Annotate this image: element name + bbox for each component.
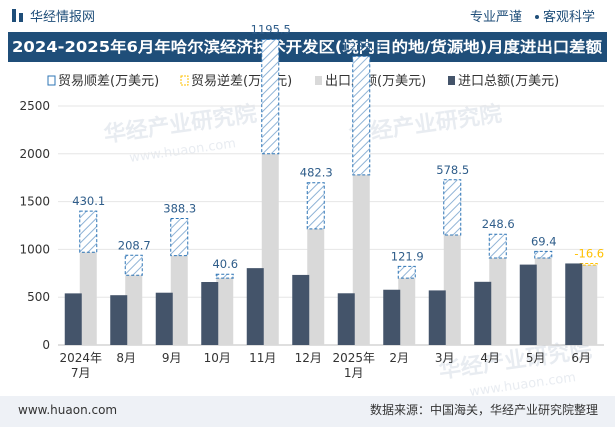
y-axis: 0 500 1000 1500 2000 2500 — [19, 99, 50, 352]
bars — [64, 39, 598, 345]
x-tick-label: 2024年 7月 — [59, 351, 102, 380]
balance-label: 40.6 — [212, 257, 238, 271]
import-bar — [474, 281, 492, 345]
balance-label: 578.5 — [436, 163, 469, 177]
x-tick-label: 6月 — [571, 351, 591, 365]
watermark-text-2: 华经产业研究院 — [347, 101, 503, 148]
import-bar — [246, 268, 264, 345]
export-bar — [580, 265, 598, 345]
surplus-bar — [124, 254, 143, 276]
import-bar — [519, 264, 537, 345]
import-bar — [428, 290, 446, 345]
surplus-bar — [306, 182, 325, 230]
surplus-bar — [397, 265, 416, 279]
balance-label: 1195.5 — [251, 23, 291, 37]
import-bar — [565, 263, 583, 345]
balance-label: 388.3 — [163, 201, 196, 215]
x-tick-label: 12月 — [295, 351, 322, 365]
balance-label: 482.3 — [300, 166, 333, 180]
import-bar — [337, 293, 355, 345]
export-bar — [170, 255, 188, 345]
export-bar — [307, 228, 325, 345]
y-tick-label: 1500 — [19, 195, 50, 209]
surplus-bar — [215, 273, 234, 279]
y-tick-label: 0 — [42, 338, 50, 352]
x-tick-label: 5月 — [526, 351, 546, 365]
logo-icon-bar — [19, 13, 23, 22]
surplus-bar — [443, 179, 462, 236]
export-bar — [352, 174, 370, 345]
x-tick-label: 2025年 1月 — [332, 351, 375, 380]
y-tick-label: 1000 — [19, 242, 50, 256]
tagline-left: 专业严谨 — [470, 10, 522, 25]
surplus-bar — [534, 250, 553, 259]
balance-label: -16.6 — [574, 246, 604, 260]
legend-export: 出口总额(万美元) — [325, 74, 426, 89]
header: 华经情报网 专业严谨 客观科学 — [12, 9, 595, 25]
legend-swatch-export — [315, 76, 322, 85]
export-bar — [443, 235, 461, 345]
balance-label: 208.7 — [118, 238, 151, 252]
export-bar — [125, 275, 143, 345]
balance-label: 248.6 — [482, 217, 515, 231]
import-bar — [201, 281, 219, 345]
x-axis: 2024年 7月 8月 9月 10月 11月 12月 2025年 1月 2月 3月 4月 5月 6月 — [59, 351, 591, 380]
export-bar — [261, 153, 279, 345]
x-tick-label: 4月 — [480, 351, 500, 365]
surplus-bar — [170, 217, 189, 257]
legend-swatch-deficit — [180, 75, 189, 86]
y-tick-label: 2500 — [19, 99, 50, 113]
export-bar — [216, 278, 234, 345]
y-tick-label: 2000 — [19, 147, 50, 161]
logo-icon — [12, 9, 16, 22]
y-tick-label: 500 — [27, 290, 50, 304]
import-bar — [110, 295, 128, 345]
surplus-bar — [79, 210, 98, 253]
footer: www.huaon.com 数据来源：中国海关，华经产业研究院整理 — [0, 396, 615, 427]
surplus-bar — [352, 55, 371, 176]
export-bar — [489, 258, 507, 345]
footer-website: www.huaon.com — [18, 403, 117, 417]
deficit-bar — [579, 262, 598, 266]
x-tick-label: 9月 — [162, 351, 182, 365]
surplus-bar — [488, 233, 507, 259]
legend-import: 进口总额(万美元) — [458, 74, 559, 89]
chart-title: 2024-2025年6月年哈尔滨经济技术开发区(境内目的地/货源地)月度进出口差… — [12, 38, 602, 56]
legend: 贸易顺差(万美元) 贸易逆差(万美元) 出口总额(万美元) 进口总额(万美元) — [47, 73, 559, 89]
bullet-icon — [535, 15, 539, 19]
title-bar — [8, 32, 607, 62]
x-tick-label: 8月 — [116, 351, 136, 365]
balance-label: 430.1 — [72, 194, 105, 208]
import-bar — [64, 293, 82, 345]
legend-surplus: 贸易顺差(万美元) — [58, 74, 159, 89]
x-tick-label: 11月 — [249, 351, 276, 365]
gridlines — [58, 105, 604, 346]
export-bar — [398, 278, 416, 345]
footer-source: 数据来源：中国海关，华经产业研究院整理 — [370, 402, 598, 417]
import-bar — [292, 274, 310, 345]
x-tick-label: 2月 — [389, 351, 409, 365]
brand-name: 华经情报网 — [30, 10, 95, 25]
footer-bg — [0, 396, 615, 427]
export-bar — [79, 252, 97, 345]
export-bar — [534, 258, 552, 345]
import-bar — [155, 292, 173, 345]
surplus-bar — [261, 39, 280, 155]
import-bar — [383, 289, 401, 345]
balance-label: 121.9 — [391, 249, 424, 263]
legend-swatch-surplus — [47, 75, 56, 86]
x-tick-label: 10月 — [204, 351, 231, 365]
balance-label: 69.4 — [531, 234, 557, 248]
tagline-right: 客观科学 — [543, 9, 595, 25]
balance-label: 1239.3 — [342, 39, 382, 53]
data-labels: 430.1 208.7 388.3 40.6 1195.5 482.3 1239.3 121.… — [72, 23, 604, 272]
x-tick-label: 3月 — [435, 351, 455, 365]
legend-swatch-import — [448, 76, 455, 85]
